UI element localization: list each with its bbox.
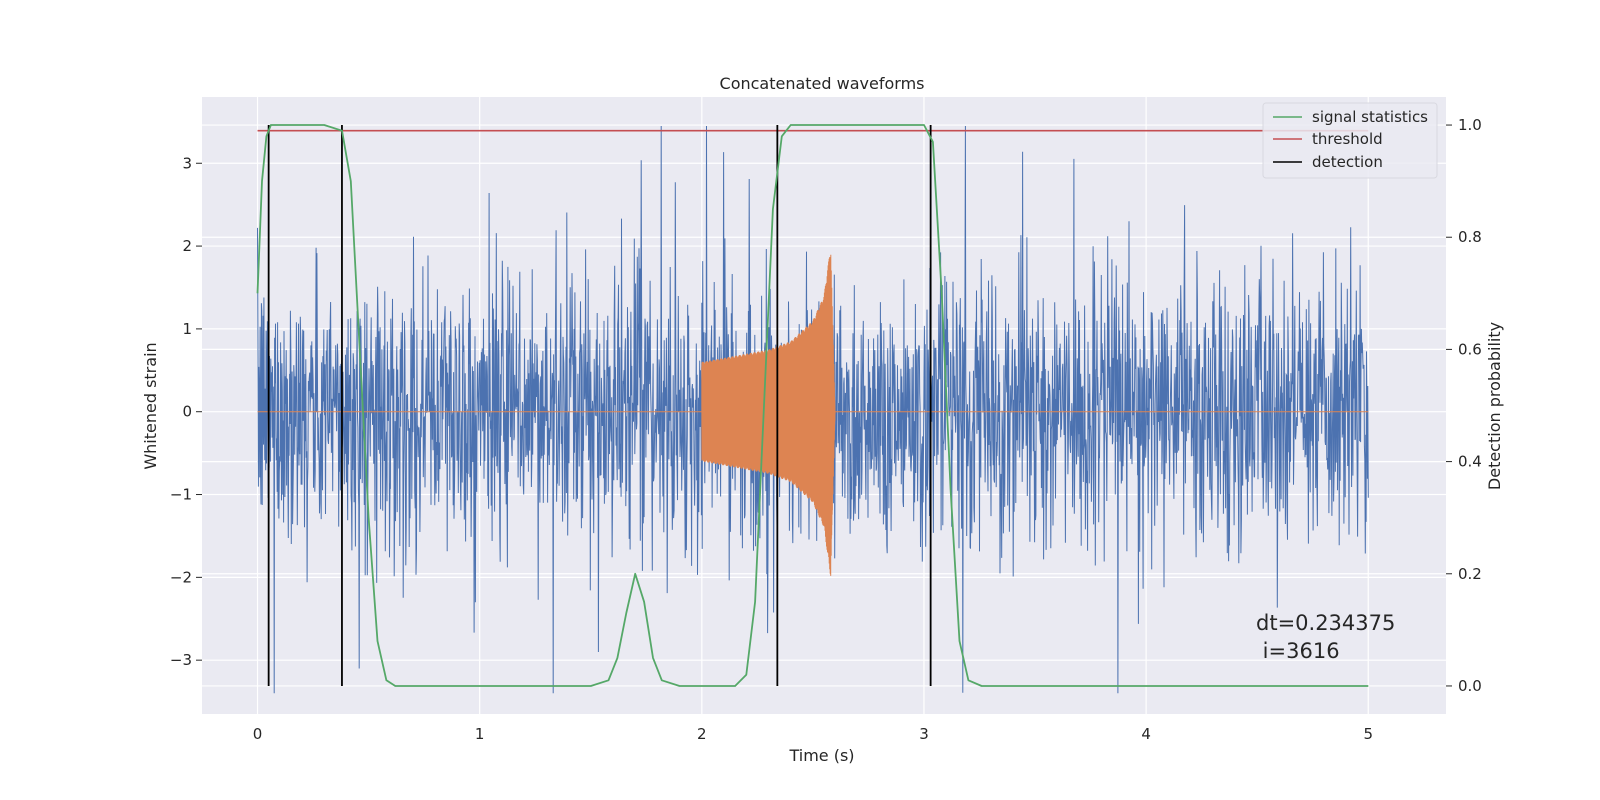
detection-series — [267, 125, 932, 686]
x-tick-label: 4 — [1141, 725, 1151, 743]
y-left-tick-label: −3 — [170, 651, 192, 669]
y-right-tick-label: 0.4 — [1458, 453, 1482, 471]
y-axis-label-left: Whitened strain — [141, 342, 160, 469]
legend-label-statistics: signal statistics — [1312, 108, 1428, 126]
y-right-tick-label: 0.6 — [1458, 340, 1482, 358]
y-left-tick-label: 2 — [182, 237, 192, 255]
y-left-tick-label: 3 — [182, 154, 192, 172]
y-right-tick-label: 0.0 — [1458, 677, 1482, 695]
y-axis-label-right: Detection probability — [1485, 322, 1504, 490]
legend-label-detection: detection — [1312, 153, 1383, 171]
y-left-ticks: −3 −2 −1 0 1 2 3 — [170, 154, 202, 669]
signal-series — [257, 254, 1369, 576]
x-tick-label: 2 — [697, 725, 707, 743]
y-right-tick-label: 1.0 — [1458, 116, 1482, 134]
signal-line — [257, 254, 1369, 576]
statistics-series — [256, 124, 1369, 687]
x-tick-label: 0 — [253, 725, 263, 743]
y-left-tick-label: 1 — [182, 320, 192, 338]
y-right-tick-label: 0.8 — [1458, 228, 1482, 246]
y-left-tick-label: −1 — [170, 486, 192, 504]
x-axis-label: Time (s) — [788, 746, 854, 765]
x-tick-label: 5 — [1363, 725, 1373, 743]
y-left-tick-label: 0 — [182, 403, 192, 421]
index-annotation: i=3616 — [1256, 639, 1340, 663]
y-left-tick-label: −2 — [170, 568, 192, 586]
x-ticks: 0 1 2 3 4 5 — [253, 725, 1373, 743]
x-tick-label: 1 — [475, 725, 485, 743]
x-tick-label: 3 — [919, 725, 929, 743]
statistics-line — [256, 124, 1369, 687]
y-right-ticks: 0.0 0.2 0.4 0.6 0.8 1.0 — [1446, 116, 1482, 695]
chart-title: Concatenated waveforms — [720, 74, 925, 93]
legend: signal statistics threshold detection — [1262, 102, 1438, 179]
y-right-tick-label: 0.2 — [1458, 565, 1482, 583]
dt-annotation: dt=0.234375 — [1256, 611, 1395, 635]
legend-label-threshold: threshold — [1312, 130, 1383, 148]
